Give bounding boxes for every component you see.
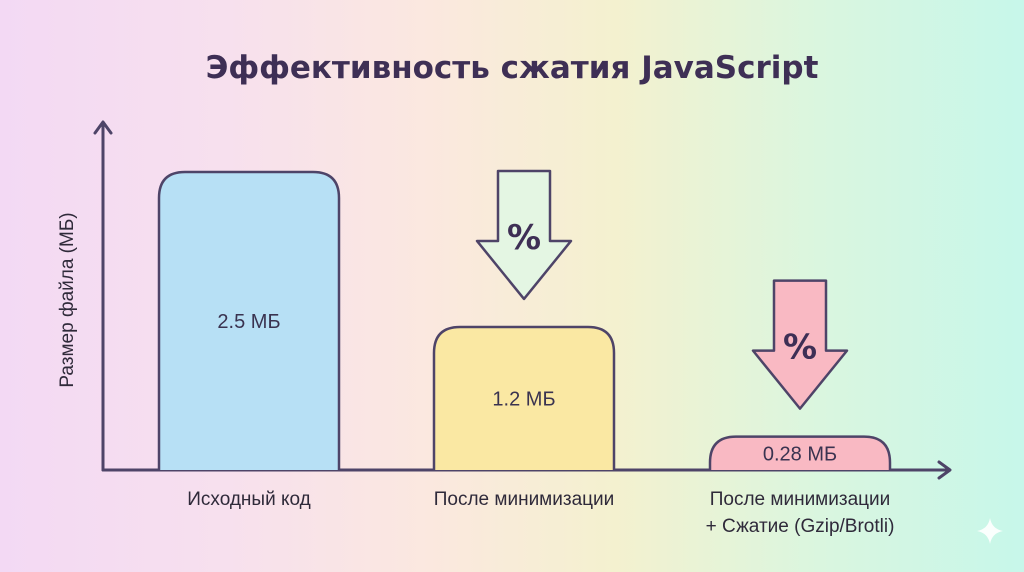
chart-bars: 2.5 МБ 1.2 МБ 0.28 МБ	[157, 170, 892, 470]
chart-annotations: %%	[475, 169, 849, 410]
y-axis-label: Размер файла (МБ)	[57, 212, 78, 387]
reduction-arrow-icon	[475, 169, 573, 301]
y-axis-arrow	[93, 120, 113, 135]
bar	[157, 170, 341, 470]
category-labels: Исходный код После минимизации После миним…	[187, 489, 894, 537]
percent-symbol: %	[507, 218, 541, 258]
chart-title: Эффективность сжатия JavaScript	[206, 50, 819, 86]
bar-value-label: 1.2 МБ	[492, 388, 555, 410]
reduction-arrow-icon	[751, 279, 849, 410]
category-label: После минимизации	[710, 489, 891, 510]
bar-value-label: 0.28 МБ	[763, 443, 837, 465]
bar	[432, 325, 616, 470]
category-label: + Сжатие (Gzip/Brotli)	[706, 516, 895, 537]
bar	[708, 435, 892, 470]
bar-value-label: 2.5 МБ	[217, 311, 280, 333]
x-axis-arrow	[937, 460, 952, 480]
category-label: После минимизации	[434, 489, 615, 510]
sparkle-icon	[977, 518, 1003, 544]
category-label: Исходный код	[187, 489, 310, 510]
percent-symbol: %	[783, 328, 817, 368]
